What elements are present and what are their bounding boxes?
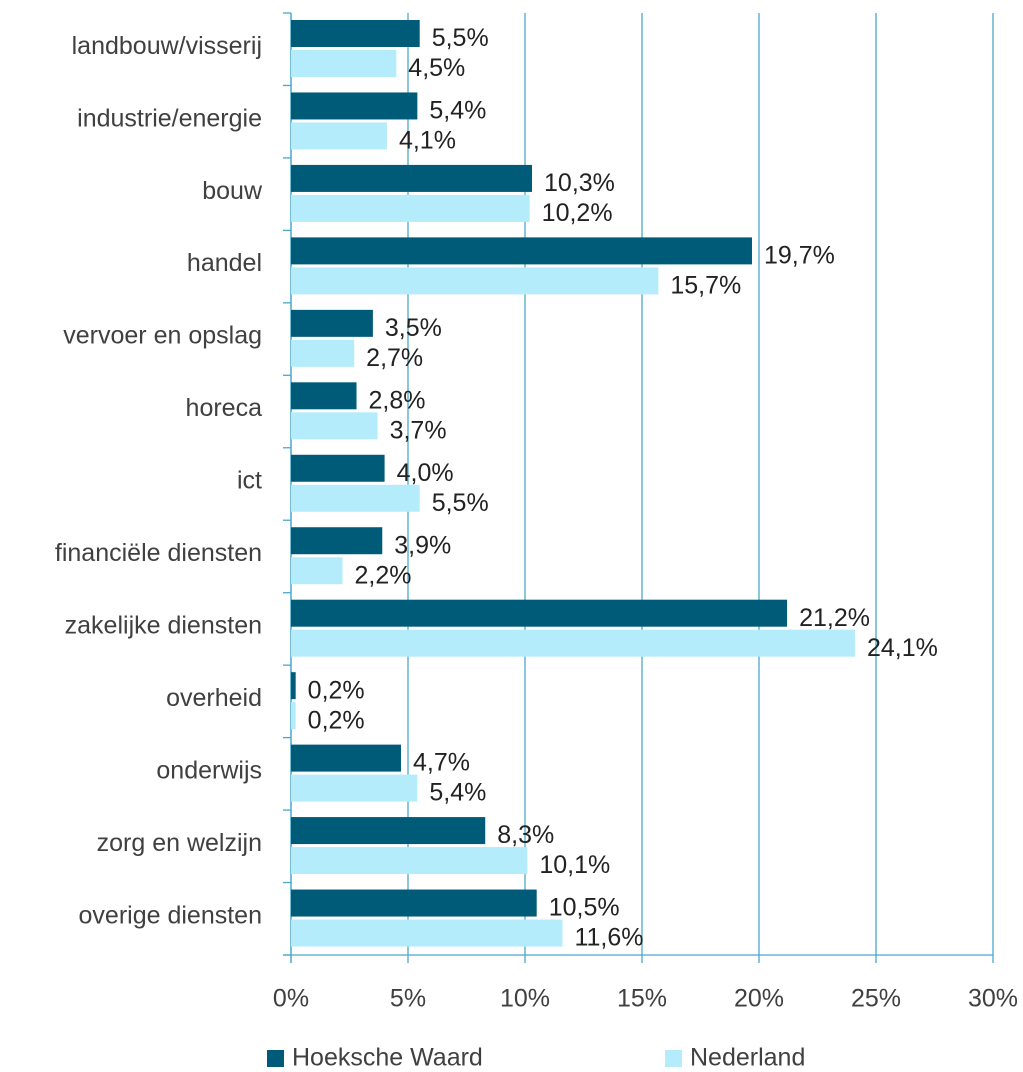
legend-swatch bbox=[267, 1050, 284, 1067]
legend-label: Hoeksche Waard bbox=[292, 1044, 483, 1072]
value-label: 4,1% bbox=[399, 127, 456, 155]
value-label: 2,2% bbox=[354, 561, 411, 589]
bar bbox=[291, 267, 659, 295]
value-label: 3,7% bbox=[390, 416, 447, 444]
bar bbox=[291, 92, 418, 120]
x-tick-label: 30% bbox=[968, 985, 1018, 1013]
bar bbox=[291, 629, 855, 657]
bar bbox=[291, 339, 355, 367]
bar bbox=[291, 164, 533, 192]
x-tick-label: 5% bbox=[390, 985, 426, 1013]
bar bbox=[291, 50, 397, 77]
category-label: handel bbox=[187, 249, 262, 277]
bar bbox=[291, 744, 401, 772]
value-label: 4,5% bbox=[408, 54, 465, 82]
category-label: financiële diensten bbox=[55, 539, 262, 567]
x-tick-label: 15% bbox=[617, 985, 667, 1013]
value-label: 10,1% bbox=[539, 851, 610, 879]
bar bbox=[291, 919, 563, 947]
value-label: 19,7% bbox=[764, 241, 835, 269]
value-label: 11,6% bbox=[574, 924, 643, 952]
value-label: 10,5% bbox=[549, 894, 620, 922]
value-label: 3,5% bbox=[385, 314, 442, 342]
x-tick-label: 0% bbox=[273, 985, 309, 1013]
bar bbox=[291, 382, 357, 410]
bar bbox=[291, 702, 296, 730]
bar bbox=[291, 194, 530, 222]
category-label: overheid bbox=[166, 684, 262, 712]
x-tick-label: 25% bbox=[851, 985, 901, 1013]
legend-swatch bbox=[665, 1050, 682, 1067]
category-label: horeca bbox=[186, 394, 263, 422]
x-tick-label: 10% bbox=[500, 985, 550, 1013]
value-label: 3,9% bbox=[394, 531, 451, 559]
value-label: 4,0% bbox=[397, 459, 454, 487]
legend-label: Nederland bbox=[690, 1044, 805, 1072]
value-label: 0,2% bbox=[308, 676, 365, 704]
value-label: 10,2% bbox=[542, 199, 613, 227]
value-label: 0,2% bbox=[308, 706, 365, 734]
category-label: vervoer en opslag bbox=[63, 322, 262, 350]
value-label: 24,1% bbox=[867, 634, 938, 662]
value-label: 5,4% bbox=[429, 779, 486, 807]
value-label: 5,5% bbox=[432, 489, 489, 517]
category-label: zorg en welzijn bbox=[97, 829, 262, 857]
bar bbox=[291, 484, 420, 512]
value-label: 21,2% bbox=[799, 604, 870, 632]
bar bbox=[291, 122, 387, 150]
category-label: zakelijke diensten bbox=[65, 612, 262, 640]
category-label: bouw bbox=[202, 177, 263, 205]
bar bbox=[291, 847, 528, 875]
value-label: 5,5% bbox=[432, 24, 489, 52]
value-label: 15,7% bbox=[670, 271, 741, 299]
bar bbox=[291, 454, 385, 482]
bar bbox=[291, 237, 752, 265]
bar bbox=[291, 774, 418, 802]
bar bbox=[291, 817, 486, 845]
category-label: ict bbox=[237, 467, 262, 495]
bar bbox=[291, 20, 420, 47]
category-label: overige diensten bbox=[79, 901, 262, 929]
bar bbox=[291, 527, 383, 555]
value-label: 10,3% bbox=[544, 169, 615, 197]
bar bbox=[291, 672, 296, 700]
value-label: 4,7% bbox=[413, 749, 470, 777]
bar bbox=[291, 412, 378, 440]
value-label: 5,4% bbox=[429, 97, 486, 125]
value-label: 8,3% bbox=[497, 821, 554, 849]
category-label: industrie/energie bbox=[77, 104, 262, 132]
value-label: 2,8% bbox=[369, 386, 426, 414]
bar bbox=[291, 557, 343, 585]
bar bbox=[291, 599, 788, 627]
value-label: 2,7% bbox=[366, 344, 423, 372]
bar bbox=[291, 309, 373, 337]
category-label: landbouw/visserij bbox=[72, 32, 262, 60]
category-label: onderwijs bbox=[156, 756, 262, 784]
x-tick-label: 20% bbox=[734, 985, 784, 1013]
bar bbox=[291, 889, 537, 917]
